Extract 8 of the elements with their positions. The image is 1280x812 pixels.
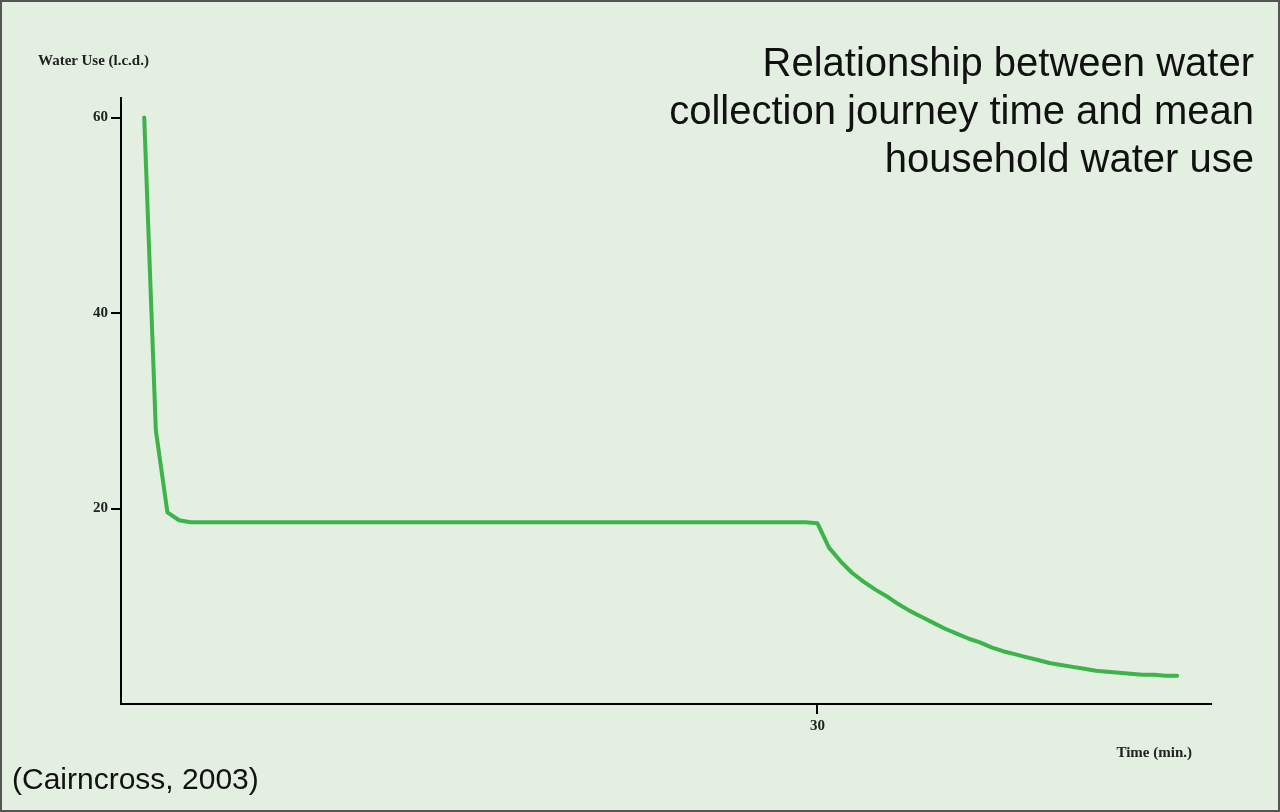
y-axis-title: Water Use (l.c.d.) <box>38 52 149 69</box>
y-tick-label: 60 <box>93 108 108 125</box>
x-axis-title: Time (min.) <box>1116 744 1192 761</box>
y-tick-label: 40 <box>93 303 108 320</box>
y-tick-label: 20 <box>93 499 108 516</box>
chart-title: Relationship between water collection journey time and mean household water use <box>668 39 1254 182</box>
text: (Cairncross, 2003) <box>12 762 259 796</box>
x-tick-label: 30 <box>809 716 825 733</box>
